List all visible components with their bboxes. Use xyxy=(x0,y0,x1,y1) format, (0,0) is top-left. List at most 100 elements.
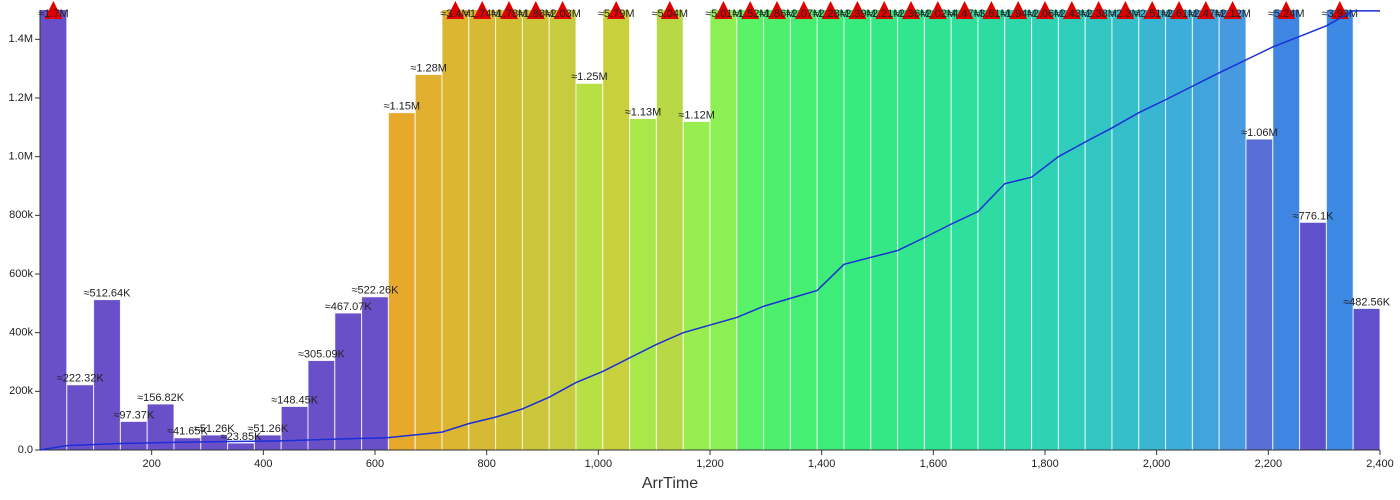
x-tick-label: 1,600 xyxy=(920,458,948,470)
overflow-marker xyxy=(1143,1,1162,19)
overflow-marker xyxy=(1170,1,1188,19)
bar xyxy=(93,299,121,450)
value-label: ≈1.13M xyxy=(625,106,662,118)
bar xyxy=(414,74,443,450)
overflow-marker xyxy=(1330,1,1349,19)
y-tick-label: 1.2M xyxy=(9,92,33,104)
x-tick-label: 2,000 xyxy=(1143,458,1171,470)
cumulative-line xyxy=(39,10,1380,451)
bar xyxy=(173,437,202,450)
value-label: ≈222.32K xyxy=(57,373,105,385)
bar xyxy=(1031,10,1059,450)
bar xyxy=(1352,307,1380,450)
x-tick-label: 200 xyxy=(142,458,160,470)
value-label: ≈2.39M xyxy=(839,8,876,20)
value-label: ≈97.37K xyxy=(113,409,155,421)
overflow-marker xyxy=(553,1,572,19)
y-tick-label: 400k xyxy=(9,327,33,339)
value-label: ≈1.15M xyxy=(383,101,420,113)
overflow-marker xyxy=(660,1,679,19)
value-label: ≈1.06M xyxy=(1241,127,1278,139)
value-label: ≈1.78M xyxy=(491,8,528,20)
bar xyxy=(977,10,1006,450)
bar xyxy=(441,10,470,450)
value-label: ≈2.12M xyxy=(1214,8,1251,20)
value-label: ≈3.61M xyxy=(973,8,1010,20)
overflow-marker xyxy=(500,1,518,19)
value-label: ≈1.25M xyxy=(571,71,608,83)
overflow-marker xyxy=(848,1,867,19)
value-label: ≈1.12M xyxy=(678,109,715,121)
bar xyxy=(682,120,711,450)
overflow-marker xyxy=(1196,1,1215,19)
value-label: ≈776.1K xyxy=(1293,210,1335,222)
value-label: ≈1.52M xyxy=(732,8,769,20)
value-label: ≈1.7M xyxy=(38,8,69,20)
bar xyxy=(709,10,738,450)
bar xyxy=(816,10,845,450)
value-label: ≈51.26K xyxy=(194,423,236,435)
bar xyxy=(40,10,68,450)
overflow-marker xyxy=(526,1,545,19)
overflow-marker xyxy=(1062,1,1081,19)
bar xyxy=(736,10,765,450)
bar xyxy=(361,296,389,450)
overflow-marker xyxy=(714,1,733,19)
bar xyxy=(1084,10,1113,450)
y-tick-label: 0.0 xyxy=(18,444,33,456)
value-label: ≈5.24M xyxy=(1268,8,1305,20)
bar xyxy=(950,10,979,450)
value-label: ≈1.28M xyxy=(410,62,447,74)
x-tick-label: 1,800 xyxy=(1031,458,1059,470)
overflow-marker xyxy=(982,1,1001,19)
bar xyxy=(1138,10,1167,450)
x-axis-title: ArrTime xyxy=(642,475,698,492)
value-label: ≈23.85K xyxy=(221,431,263,443)
bar xyxy=(1245,138,1274,450)
bar xyxy=(387,112,416,450)
value-label: ≈4.47M xyxy=(946,8,983,20)
overflow-marker xyxy=(473,1,492,19)
value-label: ≈2.21M xyxy=(866,8,903,20)
bar xyxy=(923,10,952,450)
overflow-marker xyxy=(1036,1,1054,19)
overflow-marker xyxy=(902,1,920,19)
bar xyxy=(1111,10,1140,450)
bar xyxy=(897,10,925,450)
value-label: ≈5.04M xyxy=(651,8,688,20)
bar xyxy=(655,10,684,450)
value-label: ≈2.47M xyxy=(1187,8,1224,20)
x-tick-label: 1,400 xyxy=(808,458,836,470)
x-tick-label: 2,200 xyxy=(1255,458,1283,470)
value-label: ≈2.51M xyxy=(1134,8,1171,20)
bar xyxy=(789,10,818,450)
value-label: ≈51.26K xyxy=(247,423,289,435)
y-tick-label: 1.0M xyxy=(9,151,33,163)
overflow-marker xyxy=(607,1,626,19)
value-label: ≈2.03M xyxy=(544,8,581,20)
overflow-marker xyxy=(1009,1,1028,19)
x-tick-label: 800 xyxy=(477,458,495,470)
bar xyxy=(1165,10,1193,450)
bar xyxy=(1004,10,1033,450)
y-tick-label: 1.4M xyxy=(9,33,33,45)
bar xyxy=(1272,10,1301,450)
bar xyxy=(763,10,791,450)
bar xyxy=(1218,10,1247,450)
value-label: ≈5.01M xyxy=(705,8,742,20)
bar xyxy=(548,10,577,450)
bar xyxy=(575,82,604,450)
bar xyxy=(119,420,148,450)
value-label: ≈2.06M xyxy=(1027,8,1064,20)
overflow-marker xyxy=(741,1,760,19)
overlay: 0.0 200k 400k 600k 800k 1.0M 1.2M 1.4M 200 400 600… xyxy=(9,1,1394,470)
value-label: ≈41.65K xyxy=(167,426,209,438)
value-label: ≈3.93M xyxy=(1321,8,1358,20)
bar xyxy=(1325,10,1354,450)
bar xyxy=(1057,10,1086,450)
bar xyxy=(66,384,95,450)
x-tick-label: 1,000 xyxy=(585,458,613,470)
value-label: ≈2.38M xyxy=(1080,8,1117,20)
overflow-marker xyxy=(768,1,786,19)
